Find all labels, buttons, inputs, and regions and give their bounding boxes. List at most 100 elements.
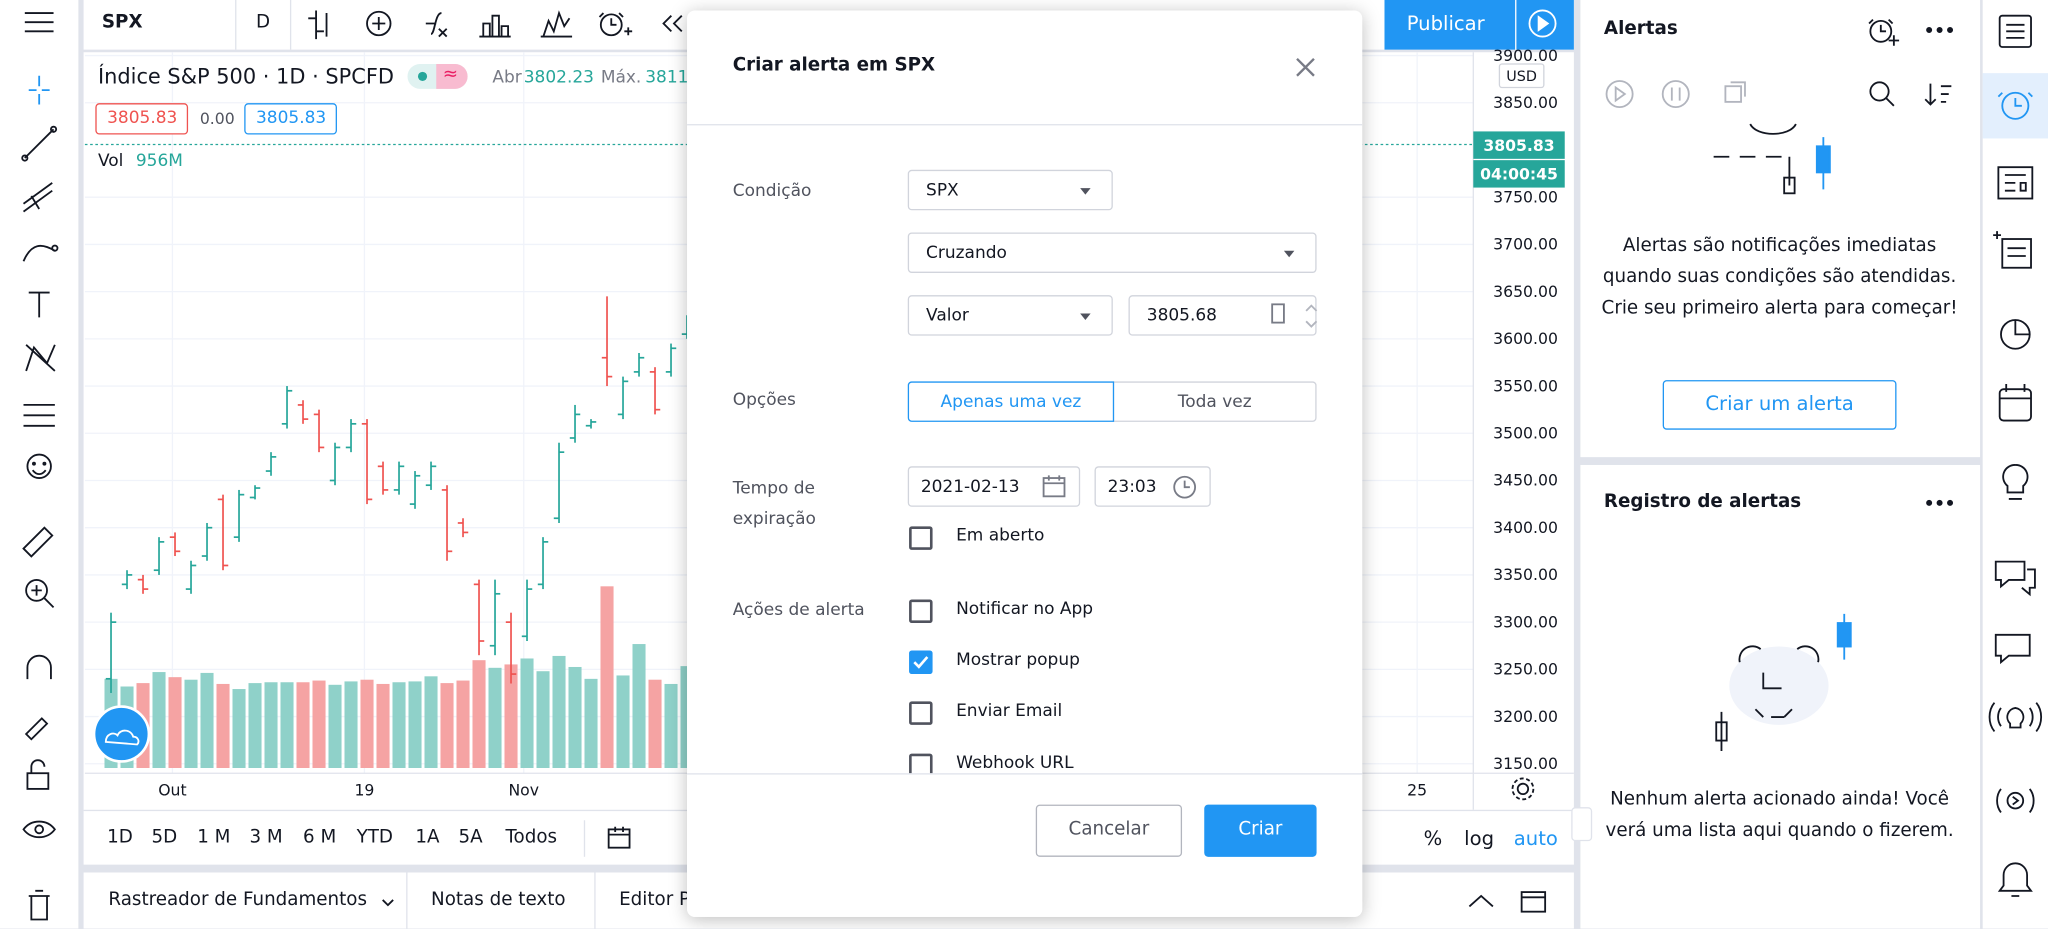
range-button[interactable]: 5A xyxy=(458,826,483,848)
auto-toggle[interactable]: auto xyxy=(1513,826,1558,851)
option-label[interactable]: Toda vez xyxy=(1177,391,1252,412)
range-button[interactable]: YTD xyxy=(356,826,393,848)
x-tick-label: Nov xyxy=(508,780,539,799)
y-tick-label: 3500.00 xyxy=(1493,423,1558,442)
close-button[interactable] xyxy=(1293,55,1319,81)
spinner[interactable] xyxy=(1268,298,1320,335)
range-button[interactable]: 3 M xyxy=(249,826,283,848)
panel-controls[interactable] xyxy=(1463,886,1567,920)
tab-caret[interactable] xyxy=(379,893,397,911)
volume-bar xyxy=(632,644,646,768)
create-button[interactable] xyxy=(1204,804,1317,857)
symbol[interactable]: SPX xyxy=(101,11,143,33)
open-ended-label[interactable]: Em aberto xyxy=(956,526,1045,546)
separator xyxy=(289,0,292,50)
option-label[interactable]: Apenas uma vez xyxy=(940,391,1082,412)
operator-value[interactable]: Cruzando xyxy=(926,242,1007,263)
y-tick-label: 3450.00 xyxy=(1493,471,1558,490)
source-value[interactable]: SPX xyxy=(926,180,959,200)
chart-title: Índice S&P 500 · 1D · SPCFD xyxy=(97,63,394,89)
clock-icon[interactable] xyxy=(1170,473,1201,502)
open-value: 3802.23 xyxy=(523,67,594,88)
settings-icon[interactable] xyxy=(1505,773,1542,807)
ask-box[interactable] xyxy=(244,103,337,135)
y-tick-label: 3700.00 xyxy=(1493,235,1558,254)
action-label[interactable]: Enviar Email xyxy=(956,701,1063,721)
logo[interactable] xyxy=(92,705,151,763)
time-value[interactable]: 23:03 xyxy=(1107,476,1157,497)
tab[interactable]: Notas de texto xyxy=(431,889,566,911)
log-menu[interactable] xyxy=(1920,491,1964,517)
publish-button[interactable] xyxy=(1384,0,1516,50)
y-tick-label: 3300.00 xyxy=(1493,612,1558,631)
bid[interactable]: 3805.83 xyxy=(107,108,178,128)
range-button[interactable]: 6 M xyxy=(303,826,337,848)
separator xyxy=(594,872,596,929)
range-button[interactable]: 1D xyxy=(107,826,133,848)
range-button[interactable]: Todos xyxy=(505,826,558,848)
caret xyxy=(1080,187,1091,194)
volume-bar xyxy=(360,679,374,768)
calendar-icon[interactable] xyxy=(1040,473,1071,502)
time-input[interactable]: 23:03 xyxy=(1094,466,1211,507)
range-button[interactable]: 1A xyxy=(415,826,440,848)
caret xyxy=(1080,312,1091,320)
y-tick-label: 3200.00 xyxy=(1493,707,1558,726)
checkbox[interactable] xyxy=(909,599,933,624)
open-label: Abr xyxy=(492,67,522,88)
checkbox[interactable] xyxy=(909,701,933,725)
source-select[interactable]: SPX xyxy=(907,169,1113,211)
cancel-label[interactable]: Cancelar xyxy=(1068,818,1150,840)
volume-bar xyxy=(376,683,390,768)
value-input[interactable]: 3805.68 xyxy=(1128,295,1317,336)
volume-bar xyxy=(616,675,630,768)
volume-bar xyxy=(456,680,470,768)
play-icon[interactable] xyxy=(1516,0,1573,50)
volume-bar xyxy=(392,682,406,768)
log-toggle[interactable]: log xyxy=(1464,826,1495,851)
drawing-tools[interactable] xyxy=(0,0,78,929)
percent-toggle[interactable]: % xyxy=(1423,826,1443,851)
checkbox[interactable] xyxy=(909,526,933,550)
publish-label[interactable]: Publicar xyxy=(1406,11,1485,36)
create-label[interactable]: Criar xyxy=(1238,818,1283,840)
target-value[interactable]: Valor xyxy=(926,305,969,326)
status-icon: ≈ xyxy=(442,63,459,85)
volume-bar xyxy=(584,678,598,768)
expiration-label: Tempo de expiração xyxy=(732,479,816,529)
alert-dialog: Criar alerta em SPX Condição SPX Cruzand… xyxy=(687,10,1363,917)
value-text[interactable]: 3805.68 xyxy=(1146,305,1217,326)
log-title: Registro de alertas xyxy=(1603,491,1802,512)
create-alert-label[interactable]: Criar um alerta xyxy=(1705,391,1854,416)
action-label[interactable]: Webhook URL xyxy=(956,753,1074,774)
range-button[interactable]: 5D xyxy=(151,826,178,848)
interval[interactable]: D xyxy=(255,11,271,33)
volume-bar xyxy=(264,682,278,768)
target-select[interactable]: Valor xyxy=(907,295,1113,336)
log-illustration xyxy=(1715,613,1852,752)
alerts-header-icons[interactable] xyxy=(1855,8,1966,52)
create-alert-button[interactable] xyxy=(1662,380,1897,430)
sidebar-icons[interactable] xyxy=(1983,0,2048,929)
bid-box[interactable] xyxy=(95,103,189,135)
option-button[interactable]: Apenas uma vez xyxy=(907,381,1115,422)
cancel-button[interactable] xyxy=(1035,804,1183,857)
date-value[interactable]: 2021-02-13 xyxy=(920,476,1020,497)
range-button[interactable]: 1 M xyxy=(197,826,231,848)
alerts-toolbar[interactable] xyxy=(1593,73,1972,117)
tab[interactable]: Rastreador de Fundamentos xyxy=(108,889,368,911)
options-label: Opções xyxy=(732,390,796,411)
action-label[interactable]: Mostrar popup xyxy=(956,650,1080,671)
operator-select[interactable]: Cruzando xyxy=(907,232,1317,273)
spread: 0.00 xyxy=(199,109,235,128)
action-label[interactable]: Notificar no App xyxy=(956,599,1094,620)
date-input[interactable]: 2021-02-13 xyxy=(907,466,1081,507)
ask[interactable]: 3805.83 xyxy=(255,108,327,128)
checkbox[interactable] xyxy=(909,650,933,674)
collapse-handle[interactable] xyxy=(1571,807,1593,842)
toolbar-icons[interactable] xyxy=(290,0,708,50)
option-button[interactable]: Toda vez xyxy=(1112,381,1317,422)
volume-bar xyxy=(488,667,502,768)
volume-bar xyxy=(472,660,486,768)
goto-date-icon[interactable] xyxy=(603,823,637,854)
